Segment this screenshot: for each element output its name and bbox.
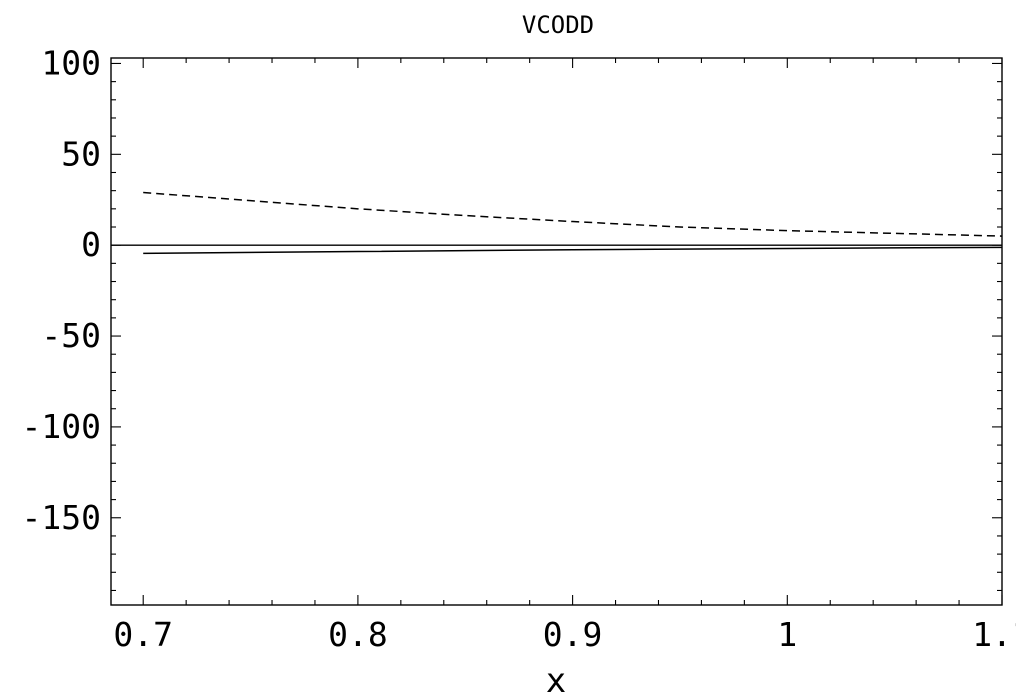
major-ticks [111,58,1003,605]
minor-ticks [111,58,1002,605]
y-tick-label: -150 [22,498,101,537]
x-tick-label: 1 [777,615,797,654]
series-solid-line [143,246,1003,255]
x-axis-label: x [546,661,566,698]
x-tick-label: 0.7 [113,615,173,654]
x-tick-label: 0.9 [543,615,603,654]
series-layer [143,191,1003,255]
plot-frame [110,57,1003,606]
y-tick-label: -100 [22,407,101,446]
y-tick-label: 100 [41,43,101,82]
chart-title: VCODD [522,11,594,39]
x-tick-label: 0.8 [328,615,388,654]
y-tick-label: 0 [81,225,101,264]
x-tick-labels: 0.7 0.8 0.9 1 1.1 [113,615,1016,654]
y-tick-label: -50 [41,316,101,355]
x-tick-label: 1.1 [972,615,1016,654]
y-tick-labels: 100 50 0 -50 -100 -150 [22,43,101,536]
series-dashed-line [143,191,1003,237]
y-tick-label: 50 [61,134,101,173]
